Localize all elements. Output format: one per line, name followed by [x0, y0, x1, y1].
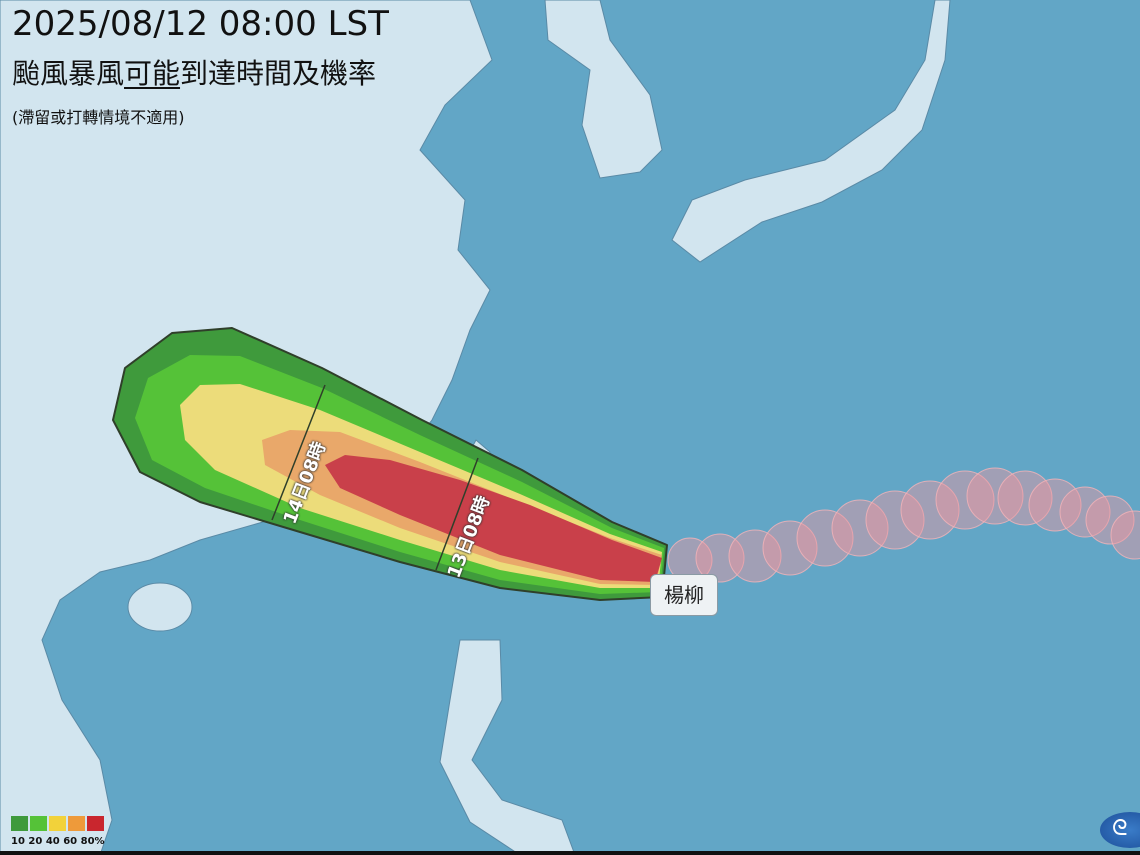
legend-value: 40 [45, 836, 60, 847]
track-circle [728, 529, 782, 583]
legend-swatch-20 [30, 816, 47, 831]
track-circle [1110, 510, 1140, 560]
legend-value: 20 [28, 836, 43, 847]
time-line-13 [435, 457, 479, 571]
legend-swatch-60 [68, 816, 85, 831]
track-circle [796, 509, 854, 567]
track-circle [935, 470, 995, 530]
legend-value: 60 [63, 836, 78, 847]
track-circle [865, 490, 925, 550]
land-korea [544, 0, 663, 179]
track-circle [831, 499, 889, 557]
legend-swatch-10 [11, 816, 28, 831]
legend-swatch-40 [49, 816, 66, 831]
swath-80pct [325, 455, 662, 582]
forecast-datetime: 2025/08/12 08:00 LST [12, 4, 389, 44]
storm-name-label[interactable]: 楊柳 [650, 574, 718, 616]
land-hainan [127, 582, 193, 632]
track-circle [1085, 495, 1135, 545]
track-circle [900, 480, 960, 540]
legend-swatch-80 [87, 816, 104, 831]
time-line-14 [271, 384, 326, 521]
title-underlined: 可能 [124, 57, 181, 90]
legend-value: 10 [11, 836, 25, 847]
land-japan [671, 0, 951, 263]
probability-legend: 10 20 40 60 80% [11, 816, 106, 847]
track-circle [695, 533, 745, 583]
legend-unit: % [94, 836, 105, 847]
land-philippines [439, 639, 576, 855]
bottom-border [0, 851, 1140, 855]
track-circle [762, 520, 818, 576]
legend-value: 80 [80, 836, 95, 847]
map-note: (滯留或打轉情境不適用) [12, 108, 185, 127]
title-part: 颱風暴風 [12, 57, 125, 90]
track-circle [966, 467, 1024, 525]
track-circle [1028, 478, 1082, 532]
cloud-emblem-icon: ᘓ [1100, 812, 1140, 848]
storm-track-circles [667, 467, 1140, 583]
probability-swath [112, 327, 668, 601]
cloud-glyph: ᘓ [1112, 816, 1128, 841]
title-part: 到達時間及機率 [180, 57, 377, 90]
map-title: 颱風暴風可能到達時間及機率 [12, 52, 376, 92]
